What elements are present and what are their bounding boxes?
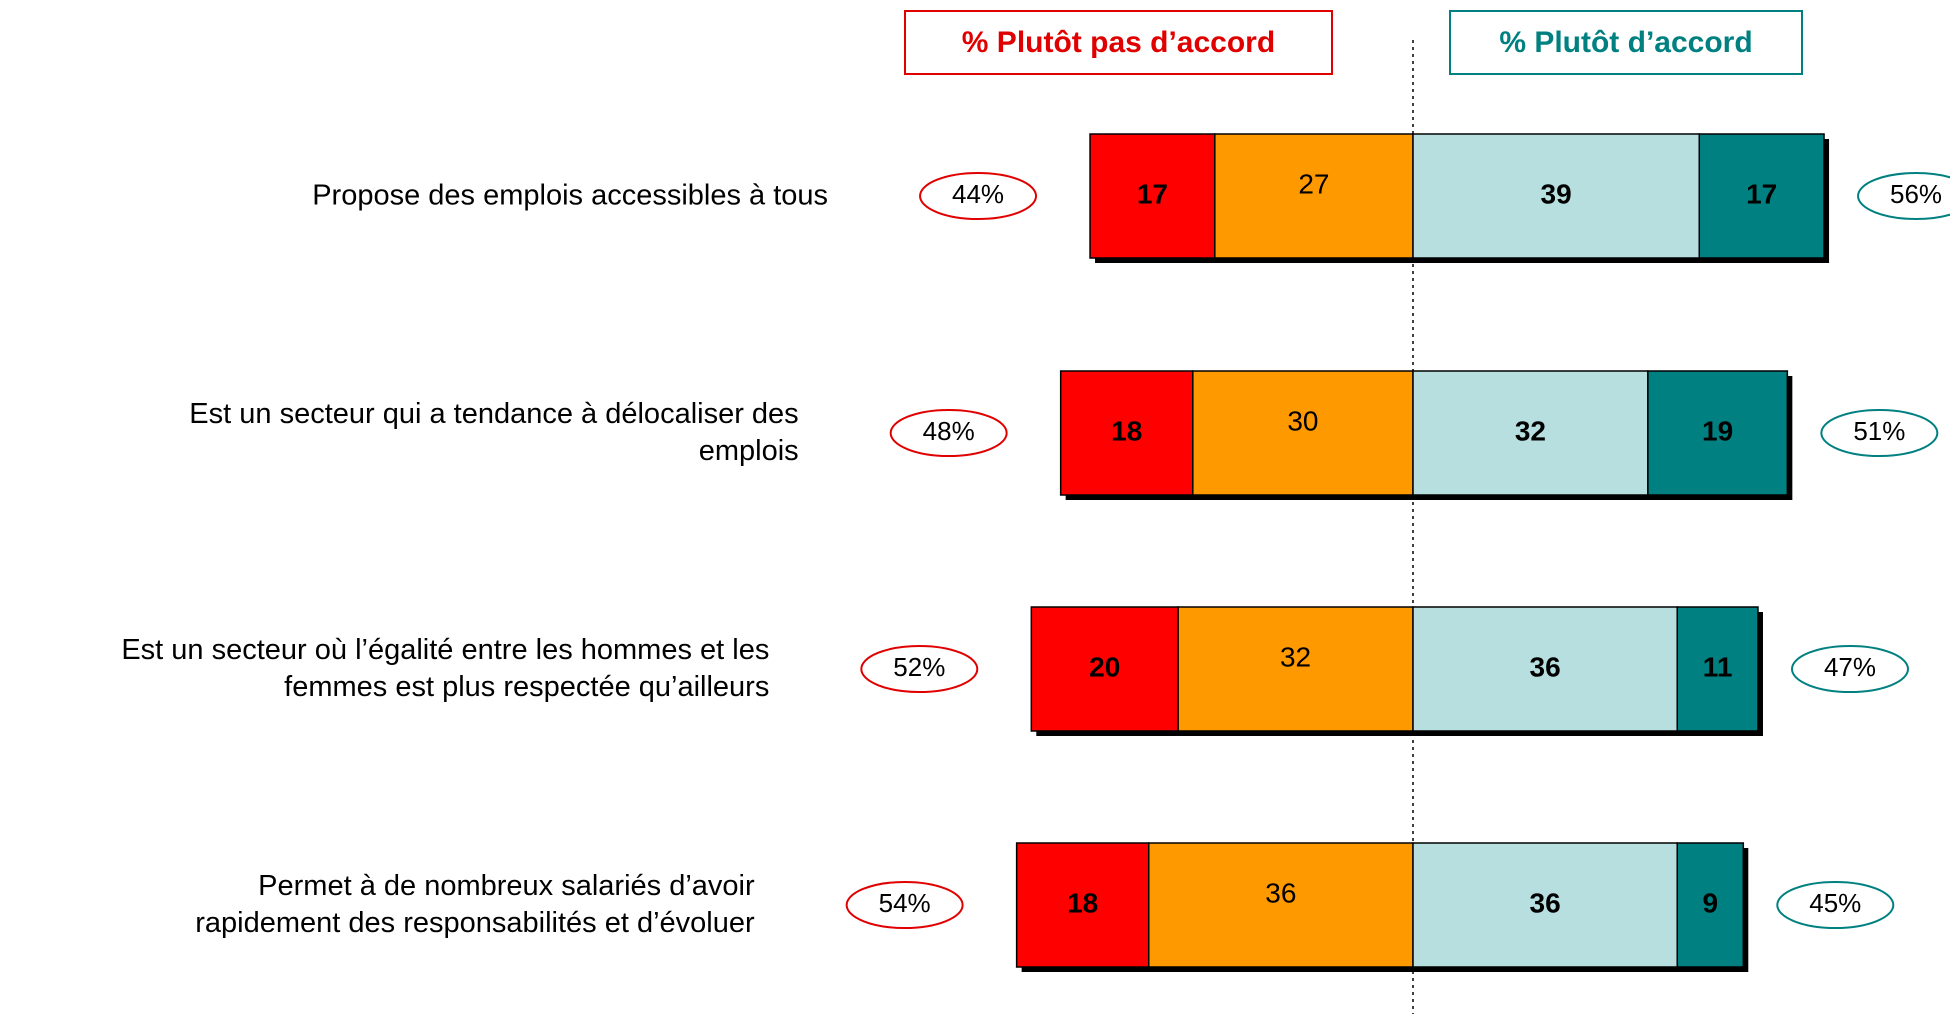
category-label: Propose des emplois accessibles à tous: [312, 179, 829, 212]
segment-label: 19: [1702, 415, 1733, 446]
total-label: 52%: [893, 652, 945, 682]
total-oval: [845, 881, 964, 929]
bar-segment: [1412, 842, 1678, 968]
segment-label: 32: [1280, 641, 1311, 672]
segment-label: 17: [1746, 178, 1777, 209]
category-label: Est un secteur qui a tendance à délocali…: [189, 398, 799, 467]
category-label: Est un secteur où l’égalité entre les ho…: [121, 634, 770, 703]
total-oval: [1820, 409, 1939, 457]
total-label: 56%: [1890, 179, 1942, 209]
bar-segment: [1192, 370, 1414, 496]
bar-segment: [1148, 842, 1414, 968]
bar-segment: [1676, 842, 1745, 968]
segment-label: 36: [1530, 651, 1561, 682]
total-oval: [1857, 172, 1950, 220]
bar-segment: [1412, 133, 1701, 259]
bar-segment: [1412, 370, 1649, 496]
header-disagree: % Plutôt pas d’accord: [904, 10, 1333, 75]
category-label: Permet à de nombreux salariés d’avoir ra…: [195, 870, 755, 939]
segment-label: 9: [1702, 887, 1718, 918]
bar-segment: [1412, 606, 1678, 732]
bar-segment: [1030, 606, 1179, 732]
total-label: 47%: [1824, 652, 1876, 682]
segment-label: 36: [1265, 877, 1296, 908]
segment-label: 18: [1067, 887, 1098, 918]
total-label: 48%: [923, 416, 975, 446]
segment-label: 30: [1287, 405, 1318, 436]
segment-label: 17: [1137, 178, 1168, 209]
bar-segment: [1177, 606, 1414, 732]
total-label: 54%: [879, 888, 931, 918]
bar-segment: [1015, 842, 1150, 968]
total-label: 45%: [1809, 888, 1861, 918]
segment-label: 20: [1089, 651, 1120, 682]
total-oval: [1790, 645, 1909, 693]
total-oval: [1776, 881, 1895, 929]
bar-segment: [1676, 606, 1759, 732]
bar-segment: [1698, 133, 1825, 259]
segment-label: 39: [1541, 178, 1572, 209]
segment-label: 32: [1515, 415, 1546, 446]
bar-segment: [1059, 370, 1194, 496]
bar-segment: [1089, 133, 1216, 259]
total-oval: [889, 409, 1008, 457]
segment-label: 11: [1703, 651, 1733, 682]
bar-segment: [1647, 370, 1789, 496]
total-label: 44%: [952, 179, 1004, 209]
segment-label: 36: [1530, 887, 1561, 918]
segment-label: 18: [1111, 415, 1142, 446]
total-oval: [860, 645, 979, 693]
total-label: 51%: [1853, 416, 1905, 446]
total-oval: [919, 172, 1038, 220]
segment-label: 27: [1298, 168, 1329, 199]
header-agree: % Plutôt d’accord: [1449, 10, 1803, 75]
